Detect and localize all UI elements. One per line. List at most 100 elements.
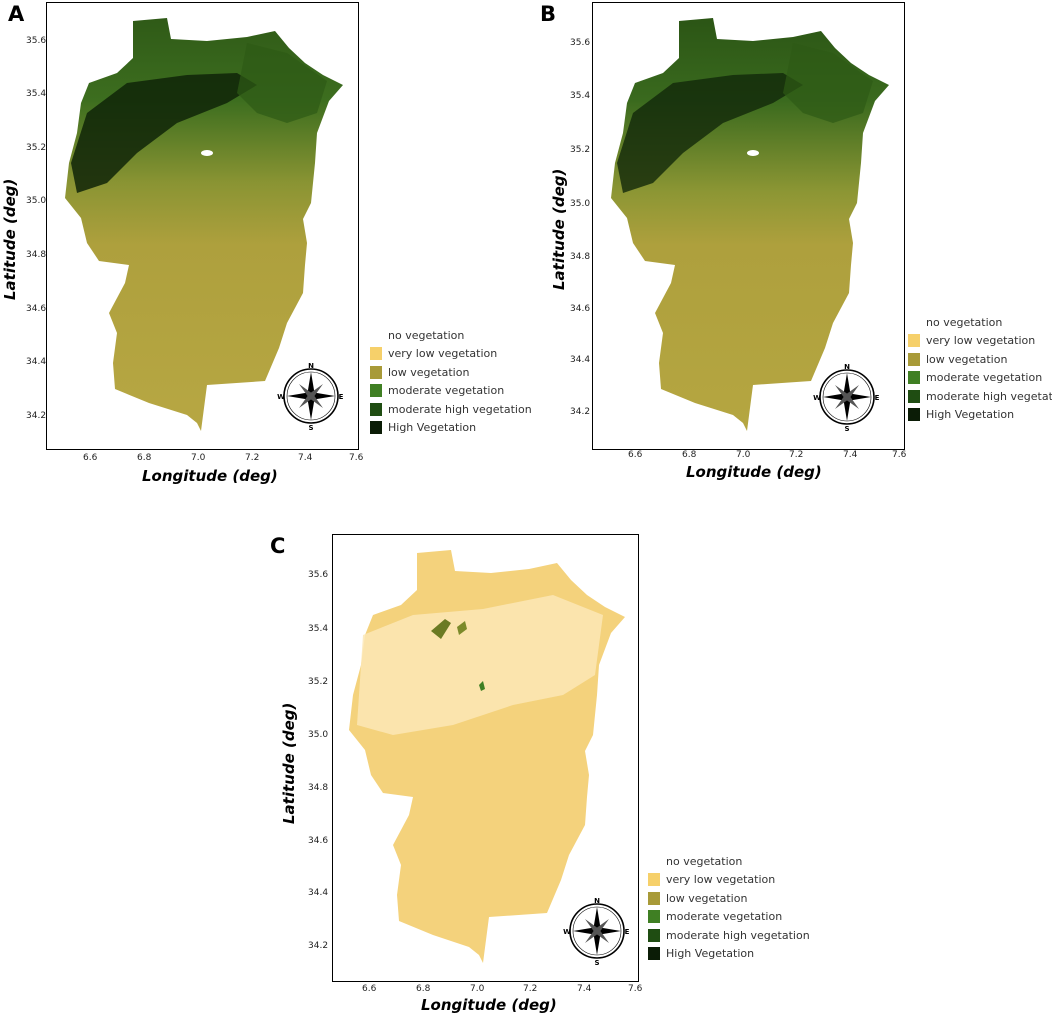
- y-axis-label: Latitude (deg): [1, 178, 19, 300]
- legend-item: very low vegetation: [648, 871, 810, 890]
- y-tick: 35.2: [308, 677, 329, 687]
- y-tick: 34.8: [570, 252, 591, 262]
- panel-label: C: [270, 534, 286, 558]
- y-tick: 34.8: [308, 783, 329, 793]
- x-tick: 6.8: [137, 453, 152, 463]
- high-vegetation-zone: [71, 73, 257, 193]
- legend-item: moderate vegetation: [908, 369, 1052, 388]
- x-tick: 6.8: [416, 984, 431, 994]
- x-axis-label: Longitude (deg): [686, 463, 822, 481]
- y-tick: 35.6: [570, 38, 591, 48]
- y-tick: 35.4: [26, 89, 47, 99]
- region-map: [65, 18, 343, 431]
- legend-item: low vegetation: [648, 889, 810, 908]
- x-tick: 7.2: [523, 984, 538, 994]
- compass-s: S: [594, 959, 599, 967]
- compass-n: N: [844, 363, 850, 371]
- legend-item: High Vegetation: [648, 945, 810, 964]
- x-tick: 7.6: [349, 453, 364, 463]
- x-tick: 7.0: [191, 453, 206, 463]
- legend: no vegetation very low vegetation low ve…: [908, 313, 1052, 424]
- y-tick: 35.4: [570, 91, 591, 101]
- compass-icon: N S E W: [813, 363, 880, 433]
- compass-s: S: [844, 425, 849, 433]
- panel-c: C Longitude (deg) Latitude (deg) 6.6 6.8…: [266, 528, 826, 1017]
- x-axis-label: Longitude (deg): [421, 996, 557, 1014]
- compass-s: S: [308, 424, 313, 432]
- panel-label: B: [540, 2, 557, 26]
- legend-item: no vegetation: [370, 326, 532, 345]
- moderate-vegetation-zone: [237, 43, 327, 123]
- y-axis-label: Latitude (deg): [280, 702, 298, 824]
- legend-item: no vegetation: [648, 852, 810, 871]
- y-tick: 35.4: [308, 624, 329, 634]
- y-tick: 35.2: [570, 145, 591, 155]
- x-tick: 7.2: [789, 450, 804, 460]
- y-tick: 35.0: [26, 196, 47, 206]
- vegetation-patch: [479, 681, 485, 691]
- x-axis-label: Longitude (deg): [142, 467, 278, 485]
- y-tick: 34.6: [308, 836, 329, 846]
- legend: no vegetation very low vegetation low ve…: [370, 326, 532, 437]
- y-tick: 34.2: [26, 411, 47, 421]
- vegetation-patch: [431, 619, 451, 639]
- y-tick: 35.0: [570, 199, 591, 209]
- x-tick: 7.4: [577, 984, 592, 994]
- high-vegetation-zone: [617, 73, 803, 193]
- panel-b: B Longitude (deg) Latitude (deg) 6.6 6.8…: [538, 0, 1052, 490]
- legend-item: moderate vegetation: [370, 382, 532, 401]
- compass-icon: N S E W: [277, 362, 344, 432]
- x-tick: 7.4: [843, 450, 858, 460]
- y-tick: 35.2: [26, 143, 47, 153]
- map-frame: [592, 2, 905, 450]
- x-tick: 6.8: [682, 450, 697, 460]
- y-tick: 35.6: [26, 36, 47, 46]
- region-map: [611, 18, 889, 431]
- map-frame: [332, 534, 639, 982]
- y-tick: 34.4: [308, 888, 329, 898]
- compass-n: N: [594, 897, 600, 905]
- y-tick: 34.2: [570, 407, 591, 417]
- map-frame: [46, 2, 359, 450]
- compass-w: W: [563, 928, 571, 936]
- legend-item: low vegetation: [908, 350, 1052, 369]
- region-map: [349, 550, 625, 963]
- compass-e: E: [339, 393, 344, 401]
- y-tick: 34.6: [26, 304, 47, 314]
- moderate-vegetation-zone: [783, 43, 873, 123]
- legend-item: very low vegetation: [908, 332, 1052, 351]
- y-axis-label: Latitude (deg): [550, 168, 568, 290]
- legend: no vegetation very low vegetation low ve…: [648, 852, 810, 963]
- x-tick: 6.6: [83, 453, 98, 463]
- compass-e: E: [625, 928, 630, 936]
- compass-icon: N S E W: [563, 897, 630, 967]
- legend-item: High Vegetation: [908, 406, 1052, 425]
- vegetation-patch: [457, 621, 467, 635]
- panel-label: A: [8, 2, 25, 26]
- y-tick: 34.2: [308, 941, 329, 951]
- y-tick: 35.6: [308, 570, 329, 580]
- y-tick: 35.0: [308, 730, 329, 740]
- legend-item: moderate vegetation: [648, 908, 810, 927]
- x-tick: 6.6: [362, 984, 377, 994]
- y-tick: 34.4: [570, 355, 591, 365]
- legend-item: High Vegetation: [370, 419, 532, 438]
- compass-w: W: [277, 393, 285, 401]
- compass-e: E: [875, 394, 880, 402]
- lake: [201, 150, 213, 156]
- compass-n: N: [308, 362, 314, 370]
- x-tick: 7.0: [470, 984, 485, 994]
- bare-zone: [357, 595, 603, 735]
- legend-item: no vegetation: [908, 313, 1052, 332]
- panel-a: A Longitude (deg) Latitude (deg) 6.6 6.8…: [0, 0, 532, 490]
- y-tick: 34.8: [26, 250, 47, 260]
- legend-item: moderate high vegetation: [648, 926, 810, 945]
- lake: [747, 150, 759, 156]
- legend-item: moderate high vegetation: [908, 387, 1052, 406]
- legend-item: very low vegetation: [370, 345, 532, 364]
- x-tick: 7.0: [736, 450, 751, 460]
- y-tick: 34.6: [570, 304, 591, 314]
- x-tick: 7.2: [245, 453, 260, 463]
- x-tick: 7.4: [298, 453, 313, 463]
- x-tick: 7.6: [628, 984, 643, 994]
